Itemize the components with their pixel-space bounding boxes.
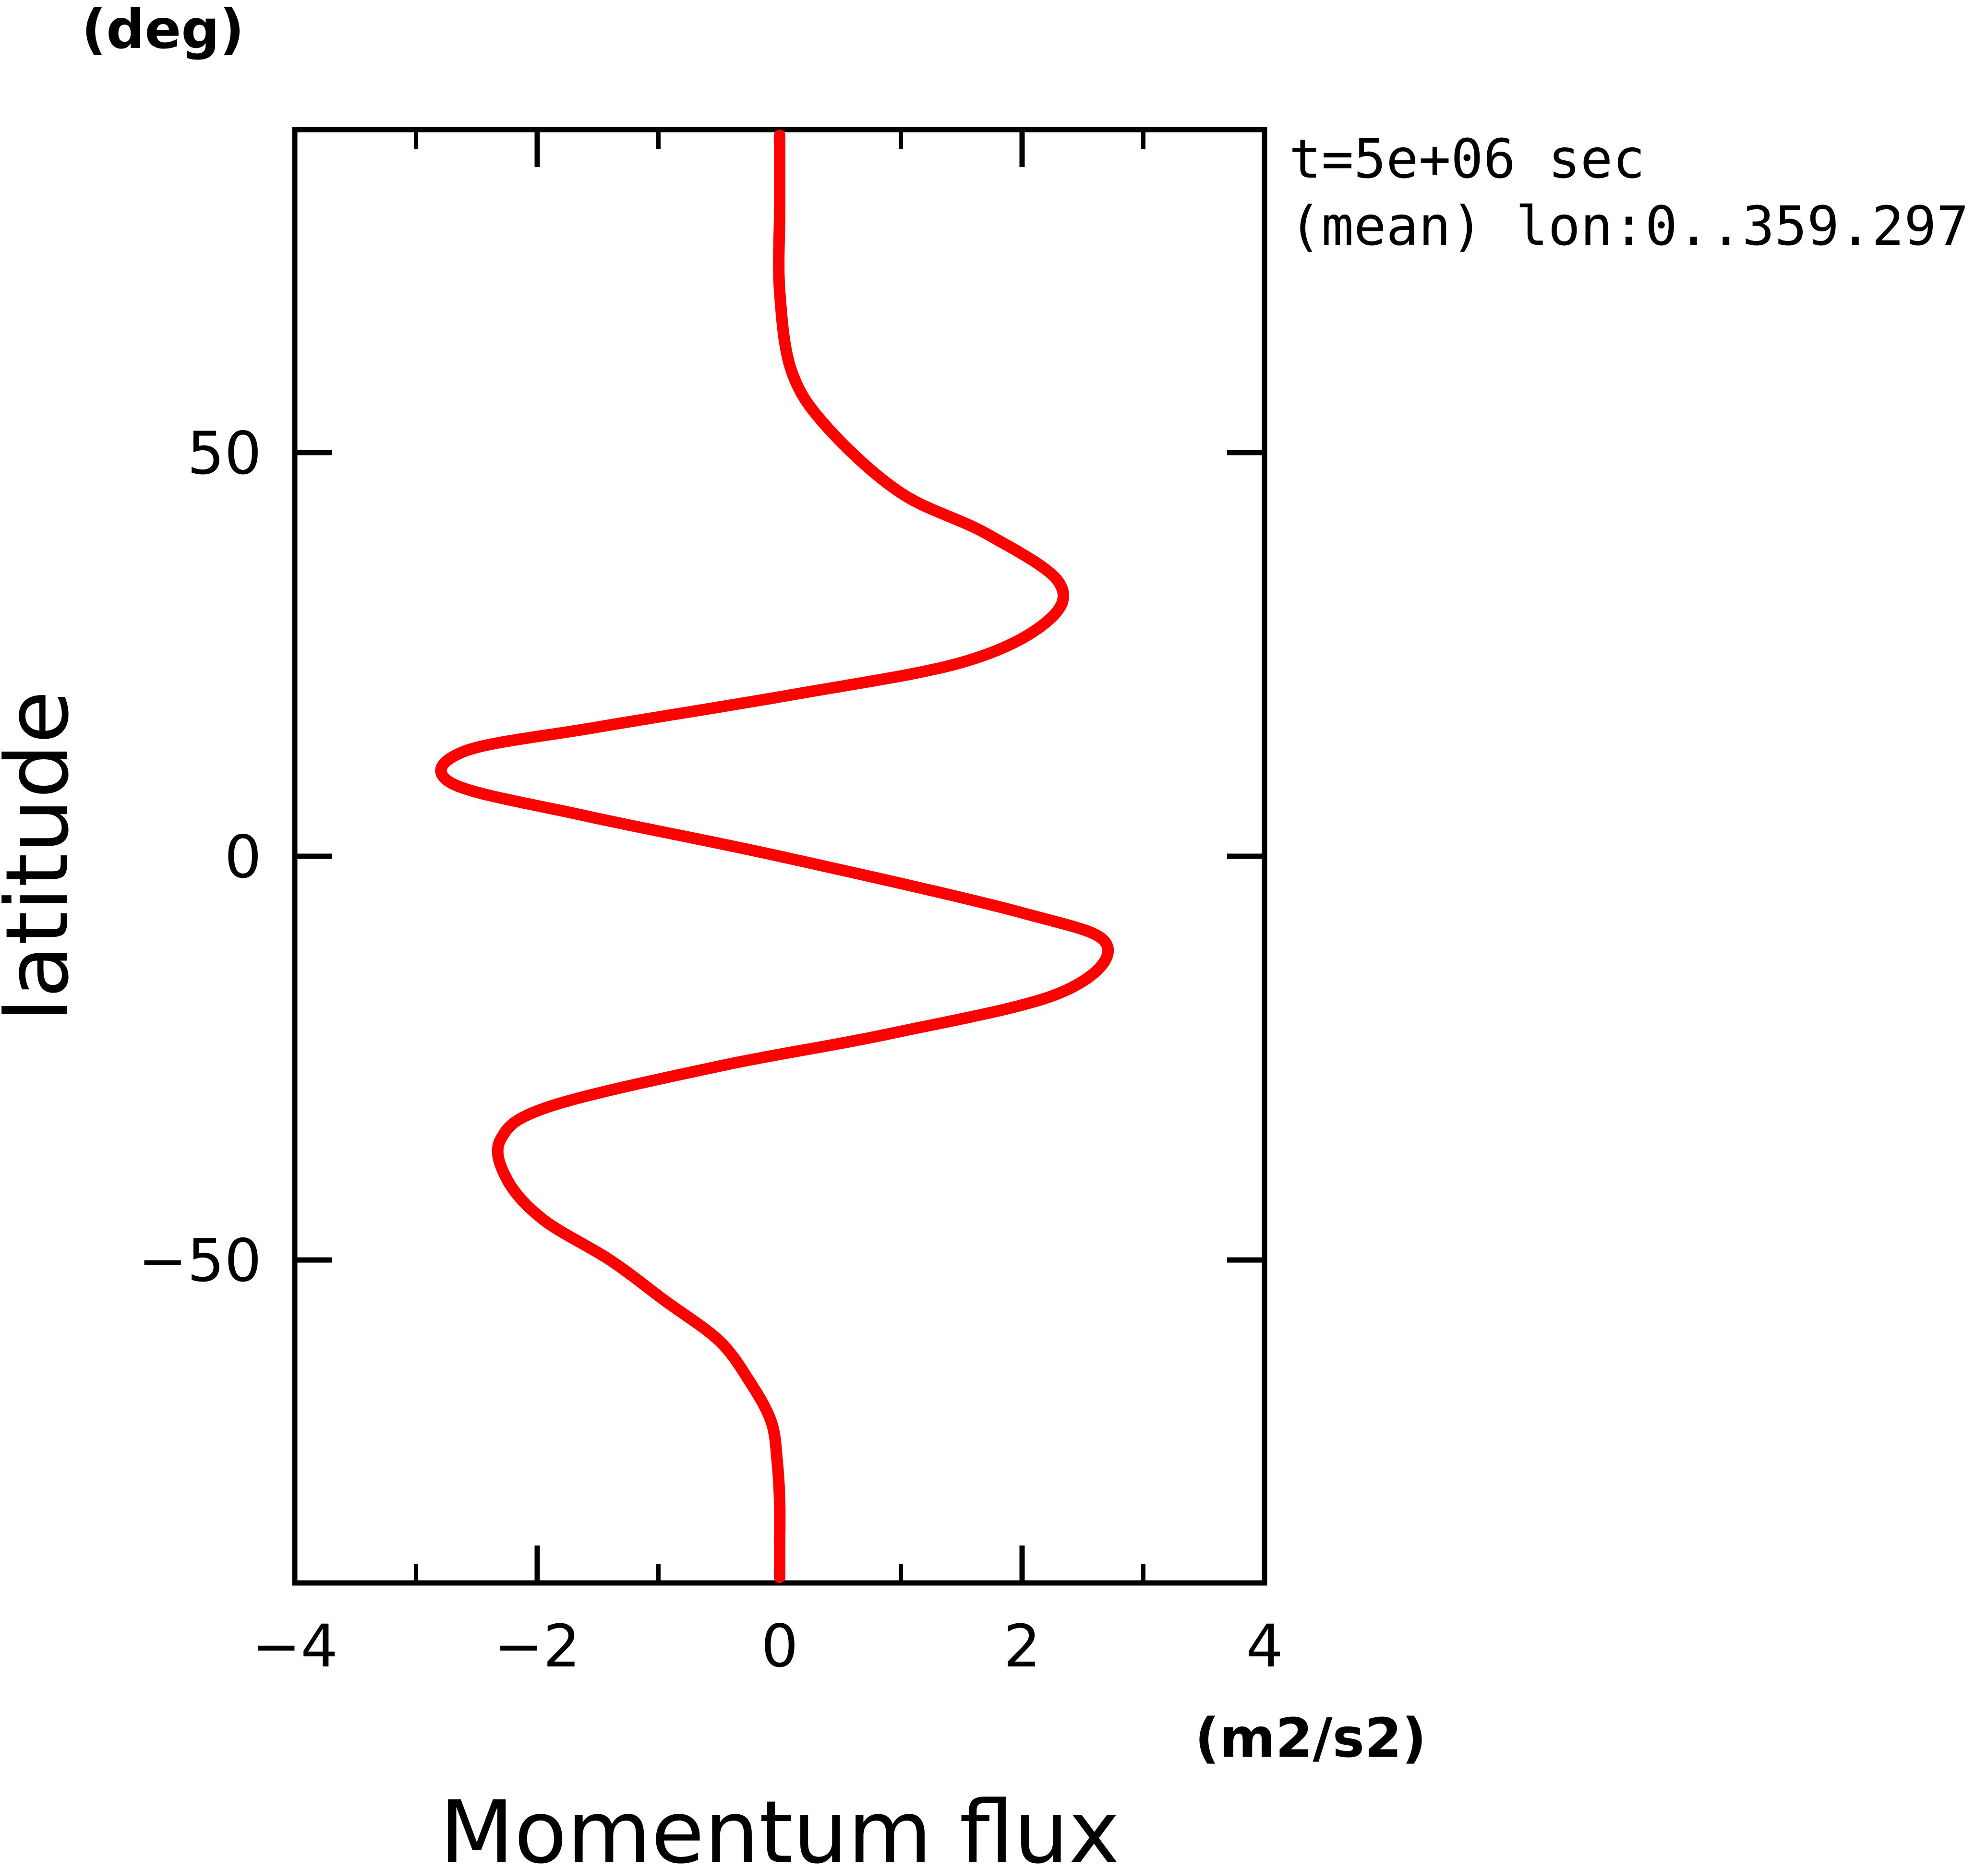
y-axis-title: latitude: [0, 691, 88, 1022]
x-tick-label: 2: [1003, 1612, 1041, 1680]
y-tick-label: 0: [224, 823, 262, 891]
x-tick-label: −4: [252, 1612, 338, 1680]
time-annotation: t=5e+06 sec: [1289, 128, 1645, 191]
x-tick-label: −2: [494, 1612, 580, 1680]
y-tick-label: −50: [138, 1227, 262, 1295]
y-unit-label: (deg): [82, 0, 244, 61]
x-axis-title: Momentum flux: [440, 1783, 1120, 1869]
y-axis-ticks: −50 0 50: [138, 419, 1265, 1295]
minor-ticks: [414, 130, 1145, 1583]
x-tick-label: 4: [1246, 1612, 1283, 1680]
y-tick-label: 50: [187, 419, 262, 488]
x-tick-label: 0: [761, 1612, 798, 1680]
momentum-flux-line: [435, 129, 1114, 1583]
x-axis-ticks: −4 −2 0 2 4: [252, 130, 1283, 1680]
x-unit-label: (m2/s2): [1195, 1707, 1427, 1770]
mean-annotation: (mean) lon:0..359.297: [1289, 195, 1969, 258]
